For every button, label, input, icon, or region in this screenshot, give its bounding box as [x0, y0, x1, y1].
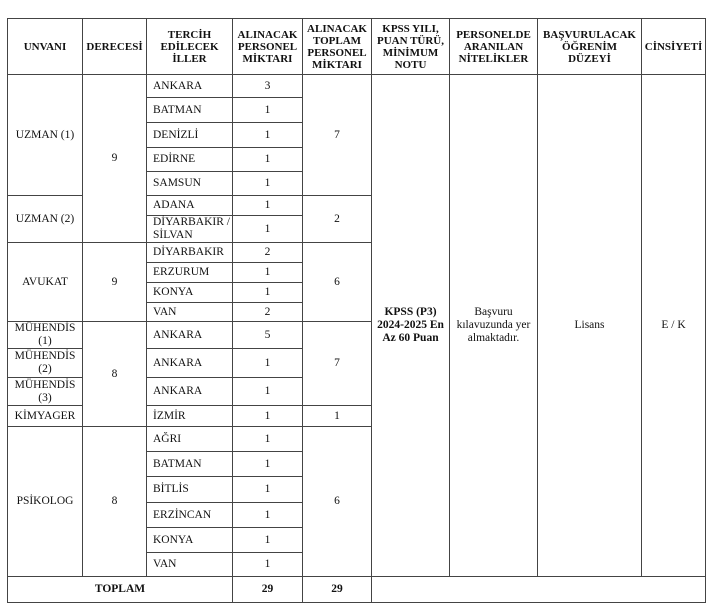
il-cell: BATMAN [146, 451, 233, 477]
il-cell: DİYARBAKIR / SİLVAN [146, 215, 233, 243]
toplam-cell: 2 [302, 195, 372, 243]
derece-cell: 9 [82, 242, 147, 322]
toplam-cell: 6 [302, 426, 372, 577]
miktar-cell: 1 [232, 195, 303, 216]
miktar-cell: 1 [232, 122, 303, 148]
table-row: EDİRNE 1 [8, 147, 706, 172]
miktar-cell: 1 [232, 405, 303, 427]
unvan-cell: MÜHENDİS (3) [7, 377, 83, 406]
unvan-cell: MÜHENDİS (1) [7, 321, 83, 349]
header-cinsiyet: CİNSİYETİ [641, 18, 706, 75]
miktar-cell: 1 [232, 426, 303, 452]
il-cell: KONYA [146, 282, 233, 303]
il-cell: ANKARA [146, 377, 233, 406]
table-row: KONYA 1 [8, 527, 706, 553]
table-row: UZMAN (2) ADANA 1 2 [7, 195, 706, 243]
miktar-cell: 1 [232, 451, 303, 477]
unvan-cell: MÜHENDİS (2) [7, 348, 83, 378]
miktar-cell: 1 [232, 97, 303, 123]
miktar-cell: 1 [232, 476, 303, 503]
il-cell: VAN [146, 302, 233, 322]
header-derecesi: DERECESİ [82, 18, 147, 75]
il-cell: ERZİNCAN [146, 502, 233, 528]
miktar-cell: 1 [232, 552, 303, 577]
table-row: MÜHENDİS (1) 8 ANKARA 5 7 [7, 321, 706, 427]
miktar-cell: 1 [232, 348, 303, 378]
il-cell: SAMSUN [146, 171, 233, 196]
total-alinacak: 29 [232, 576, 303, 603]
table-row: PSİKOLOG 8 AĞRI 1 6 [7, 426, 706, 577]
il-cell: ANKARA [146, 348, 233, 378]
header-ogrenim: BAŞVURULACAK ÖĞRENİM DÜZEYİ [537, 18, 642, 75]
il-cell: ANKARA [146, 321, 233, 349]
il-cell: ERZURUM [146, 262, 233, 283]
miktar-cell: 1 [232, 215, 303, 243]
il-cell: EDİRNE [146, 147, 233, 172]
miktar-cell: 2 [232, 302, 303, 322]
toplam-cell: 1 [302, 405, 372, 427]
total-label: TOPLAM [7, 576, 233, 603]
il-cell: ADANA [146, 195, 233, 216]
table-row: KONYA 1 [8, 282, 706, 303]
nitelik-cell: Başvuru kılavuzunda yer almaktadır. [449, 74, 538, 577]
unvan-cell: PSİKOLOG [7, 426, 83, 577]
table-row: DİYARBAKIR / SİLVAN 1 [8, 215, 706, 243]
total-row: TOPLAM 29 29 [7, 576, 706, 603]
header-personel-miktari: ALINACAK PERSONEL MİKTARI [232, 18, 303, 75]
miktar-cell: 1 [232, 527, 303, 553]
toplam-cell: 7 [302, 74, 372, 196]
miktar-cell: 2 [232, 242, 303, 263]
il-cell: İZMİR [146, 405, 233, 427]
toplam-cell: 6 [302, 242, 372, 322]
miktar-cell: 1 [232, 282, 303, 303]
header-toplam-personel: ALINACAK TOPLAM PERSONEL MİKTARI [302, 18, 372, 75]
il-cell: AĞRI [146, 426, 233, 452]
il-cell: DENİZLİ [146, 122, 233, 148]
toplam-cell: 7 [302, 321, 372, 406]
unvan-cell: UZMAN (2) [7, 195, 83, 243]
derece-cell: 8 [82, 321, 147, 427]
miktar-cell: 1 [232, 262, 303, 283]
miktar-cell: 1 [232, 171, 303, 196]
table-row: UZMAN (1) 9 ANKARA 3 7 KPSS (P3) 2024-20… [7, 74, 706, 577]
header-kpss: KPSS YILI, PUAN TÜRÜ, MİNİMUM NOTU [371, 18, 450, 75]
table-row: BATMAN 1 [8, 97, 706, 123]
il-cell: BİTLİS [146, 476, 233, 503]
header-unvani: UNVANI [7, 18, 83, 75]
miktar-cell: 1 [232, 147, 303, 172]
table-row: BİTLİS 1 [8, 476, 706, 503]
positions-table: UNVANI DERECESİ TERCİH EDİLECEK İLLER AL… [7, 18, 706, 603]
il-cell: DİYARBAKIR [146, 242, 233, 263]
miktar-cell: 1 [232, 377, 303, 406]
kpss-cell: KPSS (P3) 2024-2025 En Az 60 Puan [371, 74, 450, 577]
unvan-cell: UZMAN (1) [7, 74, 83, 196]
table-row: KİMYAGER İZMİR 1 1 [7, 405, 706, 427]
header-row: UNVANI DERECESİ TERCİH EDİLECEK İLLER AL… [7, 18, 706, 75]
total-toplam: 29 [302, 576, 372, 603]
miktar-cell: 1 [232, 502, 303, 528]
table-row: ERZİNCAN 1 [8, 502, 706, 528]
cinsiyet-cell: E / K [641, 74, 706, 577]
il-cell: BATMAN [146, 97, 233, 123]
derece-cell: 8 [82, 426, 147, 577]
unvan-cell: AVUKAT [7, 242, 83, 322]
il-cell: ANKARA [146, 74, 233, 98]
unvan-cell: KİMYAGER [7, 405, 83, 427]
ogrenim-cell: Lisans [537, 74, 642, 577]
il-cell: VAN [146, 552, 233, 577]
miktar-cell: 5 [232, 321, 303, 349]
derece-cell: 9 [82, 74, 147, 243]
total-empty [371, 576, 706, 603]
miktar-cell: 3 [232, 74, 303, 98]
header-iller: TERCİH EDİLECEK İLLER [146, 18, 233, 75]
il-cell: KONYA [146, 527, 233, 553]
header-nitelikler: PERSONELDE ARANILAN NİTELİKLER [449, 18, 538, 75]
